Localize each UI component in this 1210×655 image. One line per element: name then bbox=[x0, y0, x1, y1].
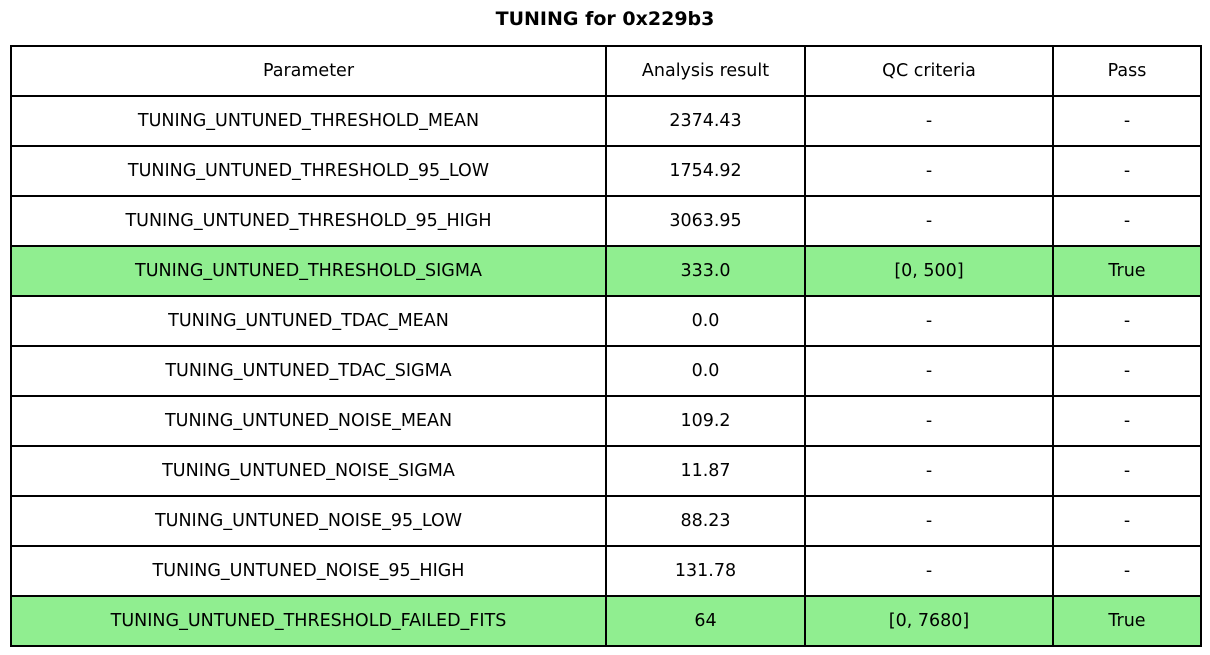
cell-parameter: TUNING_UNTUNED_TDAC_SIGMA bbox=[10, 345, 607, 397]
table-row: TUNING_UNTUNED_TDAC_MEAN 0.0 - - bbox=[10, 295, 1202, 347]
cell-parameter: TUNING_UNTUNED_TDAC_MEAN bbox=[10, 295, 607, 347]
cell-pass: - bbox=[1052, 195, 1202, 247]
cell-qc-criteria: [0, 500] bbox=[804, 245, 1054, 297]
cell-parameter: TUNING_UNTUNED_NOISE_95_LOW bbox=[10, 495, 607, 547]
cell-pass: - bbox=[1052, 445, 1202, 497]
page-title: TUNING for 0x229b3 bbox=[495, 8, 715, 30]
cell-parameter: TUNING_UNTUNED_THRESHOLD_95_LOW bbox=[10, 145, 607, 197]
cell-parameter: TUNING_UNTUNED_NOISE_MEAN bbox=[10, 395, 607, 447]
table-row: TUNING_UNTUNED_NOISE_95_LOW 88.23 - - bbox=[10, 495, 1202, 547]
table-row: TUNING_UNTUNED_THRESHOLD_MEAN 2374.43 - … bbox=[10, 95, 1202, 147]
qc-results-table: Parameter Analysis result QC criteria Pa… bbox=[10, 45, 1202, 647]
column-header-qc-criteria: QC criteria bbox=[804, 45, 1054, 97]
cell-analysis-result: 1754.92 bbox=[605, 145, 806, 197]
cell-pass: - bbox=[1052, 95, 1202, 147]
cell-parameter: TUNING_UNTUNED_THRESHOLD_SIGMA bbox=[10, 245, 607, 297]
column-header-analysis-result: Analysis result bbox=[605, 45, 806, 97]
cell-analysis-result: 0.0 bbox=[605, 295, 806, 347]
cell-qc-criteria: - bbox=[804, 395, 1054, 447]
cell-pass: - bbox=[1052, 395, 1202, 447]
cell-parameter: TUNING_UNTUNED_THRESHOLD_95_HIGH bbox=[10, 195, 607, 247]
cell-parameter: TUNING_UNTUNED_THRESHOLD_FAILED_FITS bbox=[10, 595, 607, 647]
cell-pass: - bbox=[1052, 145, 1202, 197]
cell-analysis-result: 2374.43 bbox=[605, 95, 806, 147]
cell-qc-criteria: - bbox=[804, 95, 1054, 147]
cell-parameter: TUNING_UNTUNED_NOISE_SIGMA bbox=[10, 445, 607, 497]
table-row: TUNING_UNTUNED_NOISE_95_HIGH 131.78 - - bbox=[10, 545, 1202, 597]
cell-analysis-result: 131.78 bbox=[605, 545, 806, 597]
cell-analysis-result: 64 bbox=[605, 595, 806, 647]
column-header-pass: Pass bbox=[1052, 45, 1202, 97]
table-row: TUNING_UNTUNED_TDAC_SIGMA 0.0 - - bbox=[10, 345, 1202, 397]
cell-parameter: TUNING_UNTUNED_NOISE_95_HIGH bbox=[10, 545, 607, 597]
table-row: TUNING_UNTUNED_NOISE_MEAN 109.2 - - bbox=[10, 395, 1202, 447]
cell-parameter: TUNING_UNTUNED_THRESHOLD_MEAN bbox=[10, 95, 607, 147]
cell-analysis-result: 3063.95 bbox=[605, 195, 806, 247]
cell-pass: - bbox=[1052, 545, 1202, 597]
cell-qc-criteria: - bbox=[804, 345, 1054, 397]
cell-analysis-result: 11.87 bbox=[605, 445, 806, 497]
cell-pass: True bbox=[1052, 245, 1202, 297]
cell-analysis-result: 109.2 bbox=[605, 395, 806, 447]
cell-analysis-result: 333.0 bbox=[605, 245, 806, 297]
cell-pass: - bbox=[1052, 295, 1202, 347]
cell-analysis-result: 0.0 bbox=[605, 345, 806, 397]
cell-qc-criteria: - bbox=[804, 445, 1054, 497]
cell-pass: True bbox=[1052, 595, 1202, 647]
table-row: TUNING_UNTUNED_THRESHOLD_95_HIGH 3063.95… bbox=[10, 195, 1202, 247]
cell-qc-criteria: - bbox=[804, 545, 1054, 597]
cell-analysis-result: 88.23 bbox=[605, 495, 806, 547]
table-row: TUNING_UNTUNED_THRESHOLD_FAILED_FITS 64 … bbox=[10, 595, 1202, 647]
table-header-row: Parameter Analysis result QC criteria Pa… bbox=[10, 45, 1202, 97]
cell-qc-criteria: - bbox=[804, 145, 1054, 197]
cell-qc-criteria: - bbox=[804, 295, 1054, 347]
cell-qc-criteria: - bbox=[804, 195, 1054, 247]
cell-pass: - bbox=[1052, 495, 1202, 547]
cell-qc-criteria: - bbox=[804, 495, 1054, 547]
table-row: TUNING_UNTUNED_NOISE_SIGMA 11.87 - - bbox=[10, 445, 1202, 497]
column-header-parameter: Parameter bbox=[10, 45, 607, 97]
table-row: TUNING_UNTUNED_THRESHOLD_SIGMA 333.0 [0,… bbox=[10, 245, 1202, 297]
table-row: TUNING_UNTUNED_THRESHOLD_95_LOW 1754.92 … bbox=[10, 145, 1202, 197]
cell-pass: - bbox=[1052, 345, 1202, 397]
cell-qc-criteria: [0, 7680] bbox=[804, 595, 1054, 647]
